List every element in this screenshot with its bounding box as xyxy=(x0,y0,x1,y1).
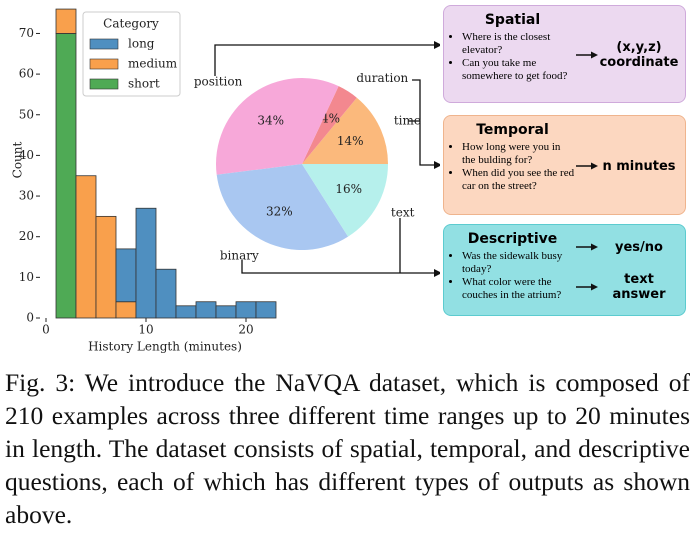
connector xyxy=(241,260,436,274)
legend-label: short xyxy=(128,77,160,91)
legend-swatch xyxy=(89,78,119,90)
x-tick-label: 10 xyxy=(138,323,153,337)
question-list: Was the sidewalk busy today?What color w… xyxy=(450,250,575,302)
bar xyxy=(55,8,77,34)
bar xyxy=(55,33,77,319)
bar xyxy=(255,301,277,319)
arrow-head xyxy=(591,162,598,170)
panel-questions: Spatial Where is the closest elevator?Can… xyxy=(450,12,575,98)
legend-title: Category xyxy=(103,17,159,31)
pie-category-label: duration xyxy=(356,71,408,85)
output-row: n minutes xyxy=(575,159,679,174)
output-row: (x,y,z) coordinate xyxy=(575,40,679,70)
panel-outputs: yes/no text answer xyxy=(575,231,679,311)
legend-label: long xyxy=(128,37,155,51)
panel: Temporal How long were you in the bulding… xyxy=(443,115,686,215)
figure: 0 10 20 30 40 50 60 70 0 10 20 History Length (minu… xyxy=(11,8,440,354)
y-tick-label: 60 xyxy=(19,67,34,81)
x-tick-label: 0 xyxy=(42,323,50,337)
output-arrow xyxy=(576,283,598,291)
panel-title: Temporal xyxy=(476,122,549,138)
arrowhead xyxy=(434,41,440,49)
pie-value-label: 14% xyxy=(337,134,364,148)
arrow-head xyxy=(591,243,598,251)
pie-category-label: text xyxy=(391,205,415,219)
pie-category-label: position xyxy=(194,74,243,88)
y-tick-label: 50 xyxy=(19,107,34,121)
y-tick-label: 40 xyxy=(19,148,34,162)
connectors xyxy=(214,44,436,274)
output-arrow xyxy=(576,162,598,170)
arrow-head xyxy=(591,283,598,291)
bar xyxy=(215,305,237,319)
arrowhead xyxy=(434,161,440,169)
output: yes/no xyxy=(615,239,663,255)
output-row: yes/no xyxy=(575,240,679,255)
output-arrow xyxy=(576,51,598,59)
panel-title: Descriptive xyxy=(467,231,558,247)
pie-slice xyxy=(302,86,357,164)
bar xyxy=(155,268,177,319)
pie-slice xyxy=(302,164,388,237)
question: What color were the couches in the atriu… xyxy=(462,276,575,302)
panel-questions: Temporal How long were you in the bulding… xyxy=(450,122,575,210)
y-tick-label: 0 xyxy=(26,311,34,325)
y-axis-label: Count xyxy=(11,141,25,178)
pie-category-label: binary xyxy=(220,248,259,262)
panel-questions: Descriptive Was the sidewalk busy today?W… xyxy=(450,231,575,311)
pie-slice xyxy=(215,77,339,175)
legend-swatch xyxy=(89,38,119,50)
pie-category-label: time xyxy=(394,113,421,127)
question: How long were you in the bulding for? xyxy=(462,141,575,167)
legend-frame xyxy=(82,11,181,97)
panel: Spatial Where is the closest elevator?Can… xyxy=(443,5,686,103)
bar xyxy=(75,175,97,319)
pie-value-label: 4% xyxy=(321,111,340,125)
connector xyxy=(412,79,436,166)
bar xyxy=(175,305,197,319)
panel-outputs: (x,y,z) coordinate xyxy=(575,12,679,98)
question-list: Where is the closest elevator?Can you ta… xyxy=(450,31,575,83)
question-list: How long were you in the bulding for?Whe… xyxy=(450,141,575,193)
connector xyxy=(214,44,436,76)
pie-value-label: 16% xyxy=(335,182,362,196)
output-arrow xyxy=(576,243,598,251)
bar xyxy=(115,301,137,319)
arrowheads xyxy=(434,41,440,277)
panel: Descriptive Was the sidewalk busy today?W… xyxy=(443,224,686,316)
output-row: text answer xyxy=(575,272,679,302)
y-tick-label: 70 xyxy=(19,26,34,40)
question: When did you see the red car on the stre… xyxy=(462,167,575,193)
legend-swatch xyxy=(89,58,119,70)
output: text answer xyxy=(612,272,666,303)
bar xyxy=(115,248,137,303)
output: (x,y,z) coordinate xyxy=(599,40,679,70)
panel-outputs: n minutes xyxy=(575,122,679,210)
bar xyxy=(235,301,257,319)
question: Was the sidewalk busy today? xyxy=(462,250,575,276)
caption: Fig. 3: We introduce the NaVQA dataset, … xyxy=(5,368,690,529)
panel-title: Spatial xyxy=(484,12,541,28)
arrowhead xyxy=(434,269,440,277)
pie-value-label: 32% xyxy=(266,205,293,219)
y-tick-label: 10 xyxy=(19,270,34,284)
x-tick-label: 20 xyxy=(238,323,253,337)
legend-label: medium xyxy=(128,57,178,71)
pie-slice xyxy=(216,164,349,251)
bar xyxy=(95,215,117,319)
bar xyxy=(195,301,217,319)
x-axis-label: History Length (minutes) xyxy=(88,340,242,354)
y-tick-label: 20 xyxy=(19,229,34,243)
pie-value-label: 34% xyxy=(257,113,284,127)
output: n minutes xyxy=(602,158,676,174)
pie-slice xyxy=(302,97,388,164)
y-tick-label: 30 xyxy=(19,189,34,203)
legend: Category long medium short xyxy=(82,11,181,97)
arrow-head xyxy=(591,51,598,59)
question: Where is the closest elevator? xyxy=(462,31,575,57)
bar xyxy=(135,207,157,319)
question: Can you take me somewhere to get food? xyxy=(462,57,575,83)
